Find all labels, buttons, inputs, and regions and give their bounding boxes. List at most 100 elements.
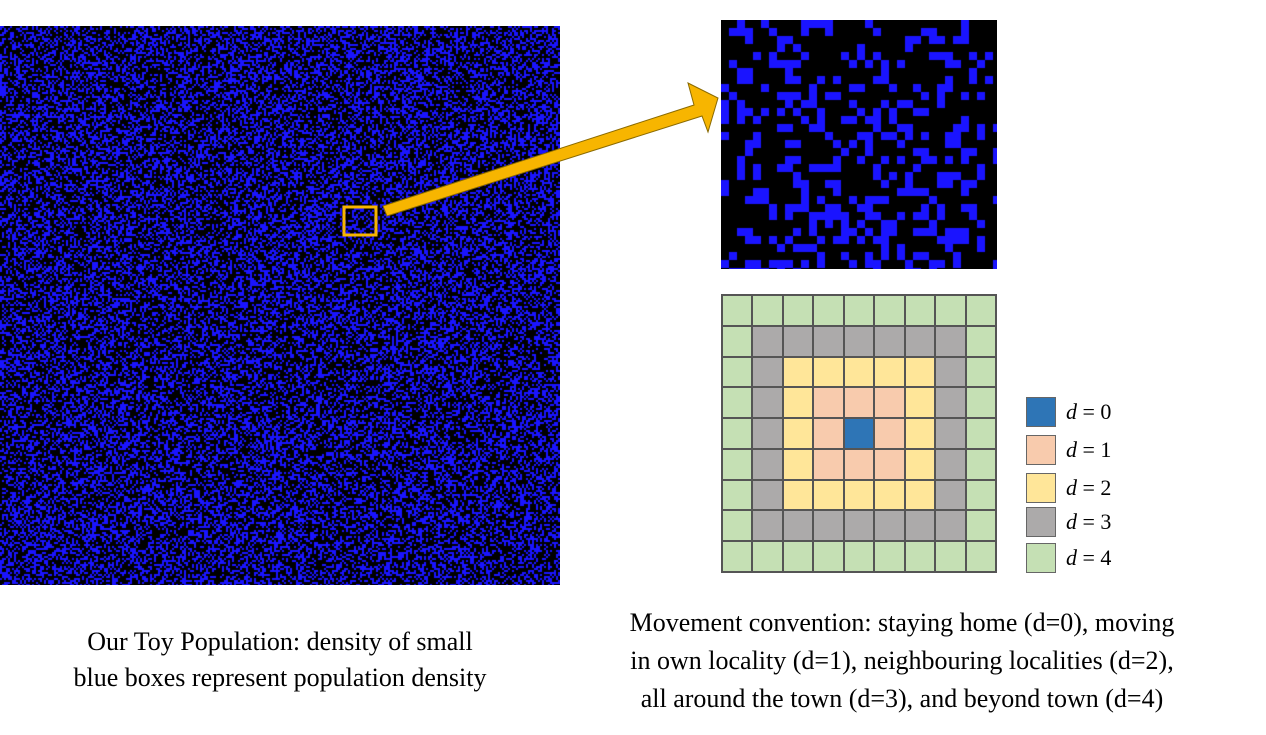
legend-var-d4: d <box>1066 545 1077 570</box>
grid-cell-d3 <box>843 325 875 357</box>
grid-cell-d4 <box>722 448 753 480</box>
grid-cell-d4 <box>752 295 783 326</box>
grid-cell-d3 <box>843 510 875 542</box>
grid-cell-d2 <box>813 356 844 388</box>
grid-cell-d4 <box>752 541 783 572</box>
grid-cell-d4 <box>935 541 966 572</box>
grid-cell-d1 <box>813 418 844 449</box>
legend-swatch-d1 <box>1026 435 1056 465</box>
grid-cell-d2 <box>904 448 936 480</box>
grid-cell-d2 <box>782 387 814 419</box>
grid-cell-d4 <box>874 541 905 572</box>
grid-cell-d4 <box>813 541 844 572</box>
grid-cell-d2 <box>782 448 814 480</box>
grid-cell-d4 <box>843 295 875 326</box>
grid-cell-d4 <box>965 356 996 388</box>
grid-cell-d3 <box>752 325 783 357</box>
grid-cell-d4 <box>843 541 875 572</box>
grid-cell-d4 <box>904 541 936 572</box>
grid-cell-d4 <box>965 448 996 480</box>
grid-cell-d0 <box>843 418 875 449</box>
grid-cell-d3 <box>935 356 966 388</box>
grid-cell-d3 <box>813 325 844 357</box>
grid-cell-d3 <box>904 325 936 357</box>
legend-value-d2: = 2 <box>1077 475 1112 500</box>
grid-cell-d2 <box>782 418 814 449</box>
grid-cell-d3 <box>935 510 966 542</box>
legend-item-d4: d = 4 <box>1026 543 1166 573</box>
grid-cell-d3 <box>752 479 783 511</box>
grid-cell-d2 <box>874 479 905 511</box>
legend-value-d1: = 1 <box>1077 437 1112 462</box>
grid-cell-d4 <box>722 325 753 357</box>
grid-cell-d2 <box>843 479 875 511</box>
grid-cell-d4 <box>722 356 753 388</box>
movement-caption-line: all around the town (d=3), and beyond to… <box>640 684 1164 713</box>
grid-cell-d4 <box>722 541 753 572</box>
legend-item-d3: d = 3 <box>1026 507 1166 537</box>
grid-cell-d4 <box>965 541 996 572</box>
grid-cell-d1 <box>813 387 844 419</box>
population-caption: Our Toy Population: density of small blu… <box>10 624 550 696</box>
grid-cell-d3 <box>935 387 966 419</box>
grid-cell-d3 <box>935 418 966 449</box>
grid-cell-d4 <box>782 295 814 326</box>
grid-cell-d3 <box>874 510 905 542</box>
grid-cell-d3 <box>935 325 966 357</box>
legend-swatch-d3 <box>1026 507 1056 537</box>
legend-swatch-d0 <box>1026 397 1056 427</box>
grid-cell-d3 <box>752 356 783 388</box>
grid-cell-d4 <box>965 295 996 326</box>
legend-value-d3: = 3 <box>1077 509 1112 534</box>
legend-var-d2: d <box>1066 475 1077 500</box>
grid-cell-d1 <box>874 418 905 449</box>
legend-value-d4: = 4 <box>1077 545 1112 570</box>
grid-cell-d2 <box>904 356 936 388</box>
grid-cell-d1 <box>874 387 905 419</box>
grid-cell-d4 <box>874 295 905 326</box>
movement-caption-line: Movement convention: staying home (d=0),… <box>629 608 1175 637</box>
grid-cell-d4 <box>965 418 996 449</box>
grid-cell-d3 <box>935 448 966 480</box>
grid-cell-d3 <box>904 510 936 542</box>
legend-swatch-d4 <box>1026 543 1056 573</box>
grid-cell-d3 <box>782 325 814 357</box>
grid-cell-d3 <box>752 448 783 480</box>
zoomed-population-inset <box>721 20 997 269</box>
legend-item-d1: d = 1 <box>1026 435 1166 465</box>
grid-cell-d2 <box>843 356 875 388</box>
population-caption-line: Our Toy Population: density of small <box>87 627 473 656</box>
grid-cell-d4 <box>813 295 844 326</box>
grid-cell-d4 <box>722 418 753 449</box>
grid-cell-d3 <box>874 325 905 357</box>
grid-cell-d1 <box>843 448 875 480</box>
grid-cell-d2 <box>904 479 936 511</box>
grid-cell-d2 <box>782 479 814 511</box>
grid-cell-d1 <box>874 448 905 480</box>
movement-distance-grid <box>721 294 997 573</box>
grid-cell-d4 <box>965 510 996 542</box>
grid-cell-d4 <box>722 510 753 542</box>
grid-cell-d3 <box>813 510 844 542</box>
legend-item-d2: d = 2 <box>1026 473 1166 503</box>
grid-cell-d2 <box>874 356 905 388</box>
toy-population-map <box>0 26 560 585</box>
legend-var-d3: d <box>1066 509 1077 534</box>
grid-cell-d3 <box>752 387 783 419</box>
movement-caption-line: in own locality (d=1), neighbouring loca… <box>630 646 1174 675</box>
grid-cell-d3 <box>935 479 966 511</box>
grid-cell-d1 <box>813 448 844 480</box>
grid-cell-d4 <box>782 541 814 572</box>
grid-cell-d4 <box>904 295 936 326</box>
grid-cell-d4 <box>965 479 996 511</box>
legend-value-d0: = 0 <box>1077 399 1112 424</box>
grid-cell-d4 <box>965 325 996 357</box>
grid-cell-d4 <box>722 295 753 326</box>
population-caption-line: blue boxes represent population density <box>73 663 487 692</box>
grid-cell-d4 <box>965 387 996 419</box>
grid-cell-d2 <box>813 479 844 511</box>
legend-var-d1: d <box>1066 437 1077 462</box>
legend-var-d0: d <box>1066 399 1077 424</box>
grid-cell-d4 <box>935 295 966 326</box>
grid-cell-d3 <box>752 510 783 542</box>
